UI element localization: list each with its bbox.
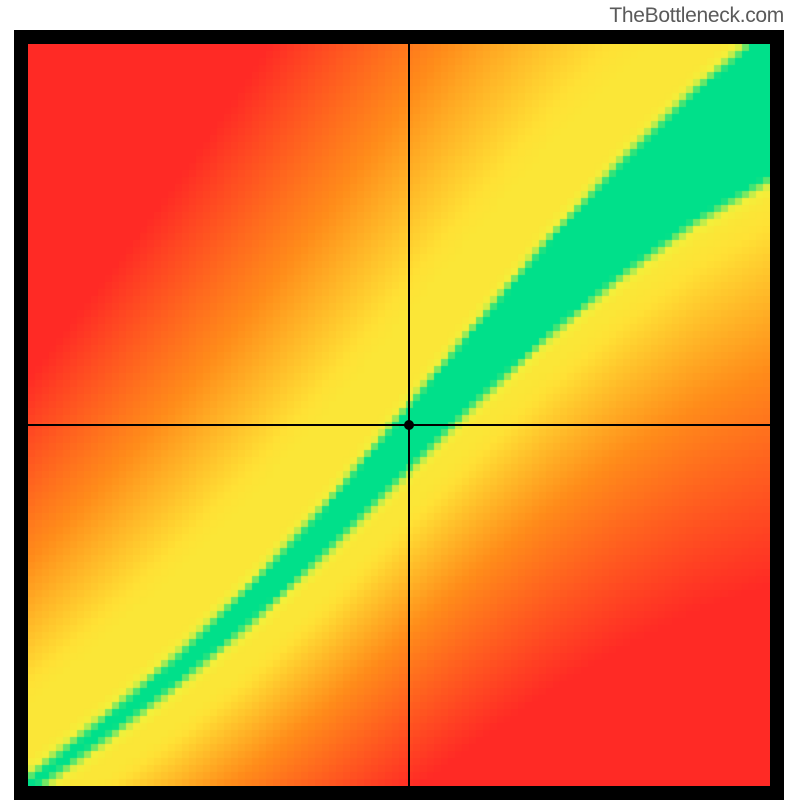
chart-container: TheBottleneck.com bbox=[0, 0, 800, 800]
heatmap-canvas bbox=[28, 44, 770, 786]
plot-frame bbox=[14, 30, 784, 800]
attribution-text: TheBottleneck.com bbox=[609, 4, 784, 28]
crosshair-vertical bbox=[408, 44, 410, 786]
crosshair-horizontal bbox=[28, 424, 770, 426]
plot-area bbox=[28, 44, 770, 786]
crosshair-marker bbox=[404, 420, 414, 430]
